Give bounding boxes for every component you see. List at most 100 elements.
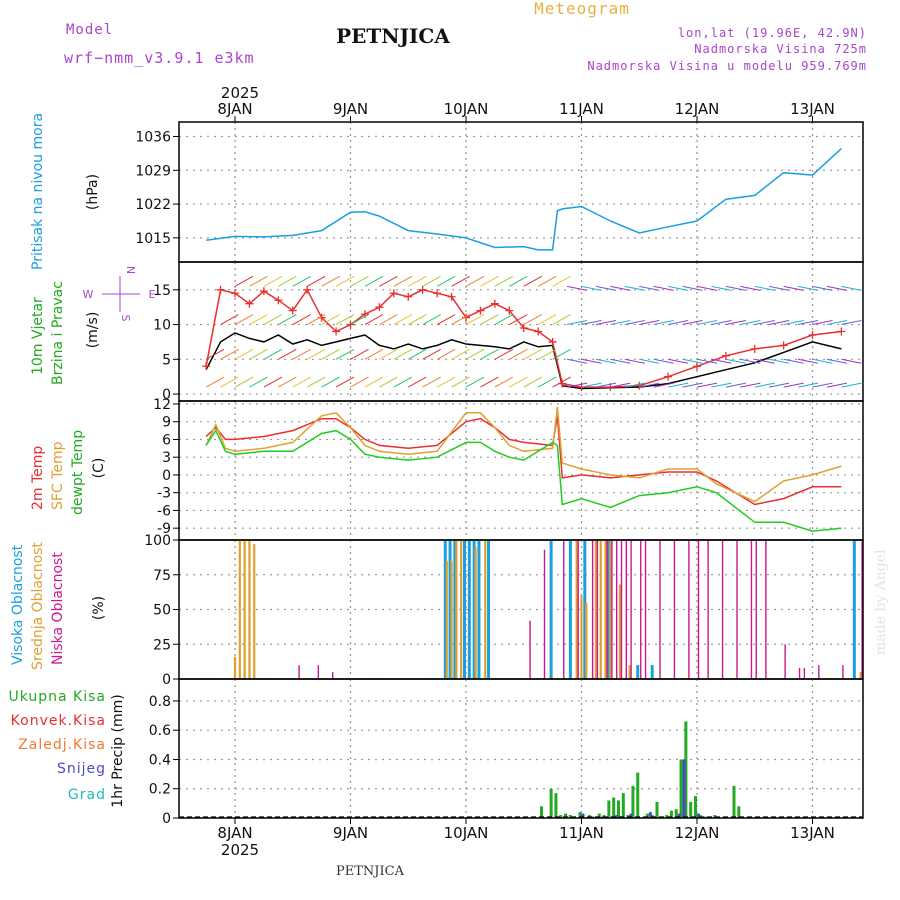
y-tick-label: 0.6 xyxy=(149,723,171,739)
temp-ylabel: (C) xyxy=(91,458,107,479)
station-title: PETNJICA xyxy=(336,24,450,48)
gust-marker xyxy=(375,303,384,312)
gust-marker xyxy=(808,330,817,339)
precip-bar xyxy=(607,800,611,818)
series-line-sfc-temp xyxy=(205,406,842,503)
cloud-bar xyxy=(697,540,700,679)
legend-snow: Snijeg xyxy=(57,761,106,777)
cloud-bar xyxy=(842,665,844,679)
gust-marker xyxy=(259,287,268,296)
cloud-bar xyxy=(467,540,471,679)
wind-legend-n: N xyxy=(124,266,137,274)
wind-barb xyxy=(509,348,528,360)
footer-station: PETNJICA xyxy=(336,864,405,879)
panel-4: 0 0.2 0.4 0.6 0.8 xyxy=(149,678,864,827)
y-tick-label: 3 xyxy=(162,450,171,466)
y-tick-label: 0.2 xyxy=(149,782,171,798)
day-label-bottom: 8JAN xyxy=(217,824,252,842)
precip-bar xyxy=(617,800,620,818)
cloud-bar xyxy=(755,540,757,679)
wind-barb xyxy=(451,348,470,360)
wind-barb xyxy=(379,314,398,325)
wind-barb xyxy=(335,376,355,388)
wind-barb xyxy=(509,376,528,388)
cloud-bar xyxy=(332,672,334,679)
wind-barb xyxy=(797,285,819,291)
wind-ylabel: (m/s) xyxy=(85,312,101,349)
wind-barb xyxy=(422,348,441,360)
cloud-bar xyxy=(585,602,588,679)
model-elevation-label: Nadmorska Visina u modelu 959.769m xyxy=(587,59,867,73)
gust-marker xyxy=(433,289,442,298)
wind-barb xyxy=(364,275,384,287)
wind-barb xyxy=(422,314,441,325)
cloud-bar xyxy=(463,540,466,679)
wind-barb xyxy=(696,320,718,326)
wind-legend-s: S xyxy=(119,315,132,322)
cloud-low-label: Niska Oblacnost xyxy=(50,552,66,665)
wind-barb xyxy=(523,348,542,360)
wind-barb xyxy=(422,275,441,287)
gust-marker xyxy=(635,381,644,390)
panel-3: 0 25 50 75 100 xyxy=(144,533,864,688)
wind-barb xyxy=(537,348,557,360)
cloud-bar xyxy=(659,540,661,679)
day-label-bottom: 9JAN xyxy=(333,824,368,842)
cloud-bar xyxy=(243,540,246,679)
cloud-bar xyxy=(852,540,856,679)
wind-barb xyxy=(494,275,514,287)
sfc-temp-label: SFC Temp xyxy=(50,441,66,510)
wind-title-1: 10m Vjetar xyxy=(30,297,46,375)
precip-bar xyxy=(665,815,669,818)
precip-bar xyxy=(677,813,681,818)
gust-marker xyxy=(693,362,701,371)
wind-barb xyxy=(436,376,456,388)
y-tick-label: 50 xyxy=(153,603,171,619)
y-tick-label: 1029 xyxy=(135,163,171,179)
wind-barb xyxy=(494,348,514,360)
precip-bar xyxy=(540,806,543,818)
wind-barb xyxy=(494,314,514,325)
cloud-bar xyxy=(784,644,786,679)
wind-barb xyxy=(826,320,848,326)
precip-bar xyxy=(636,772,640,818)
cloud-bar xyxy=(596,540,599,679)
gust-marker xyxy=(303,285,312,294)
legend-total-rain: Ukupna Kisa xyxy=(8,689,106,705)
wind-barb xyxy=(480,314,499,325)
wind-barb xyxy=(206,276,224,286)
cloud-bar xyxy=(563,540,565,679)
wind-barb xyxy=(812,382,833,388)
wind-barb xyxy=(379,275,398,287)
wind-barb xyxy=(249,376,268,388)
day-label-top: 11JAN xyxy=(559,100,604,118)
series-line-dewpt-temp xyxy=(205,429,842,532)
wind-barb xyxy=(812,358,833,364)
wind-barb xyxy=(234,314,254,325)
precip-bar xyxy=(674,809,678,818)
panel-frame xyxy=(178,678,864,819)
wind-barb xyxy=(639,285,660,291)
wind-barb xyxy=(610,285,631,291)
coords-label: lon,lat (19.96E, 42.9N) xyxy=(678,26,867,40)
cloud-bar xyxy=(644,540,647,679)
wind-barb xyxy=(797,358,819,364)
wind-barb xyxy=(581,358,602,364)
precip-bar xyxy=(568,815,572,818)
wind-barb xyxy=(221,276,239,286)
cloud-bar xyxy=(445,560,448,679)
dewpt-label: dewpt Temp xyxy=(70,430,86,515)
wind-barb xyxy=(668,320,689,326)
cloud-bar xyxy=(577,540,579,679)
cloud-bar xyxy=(543,549,546,679)
precip-bar xyxy=(684,721,688,818)
cloud-bar xyxy=(736,540,738,679)
wind-barb xyxy=(436,314,456,325)
cloud-bar xyxy=(317,665,320,679)
cloud-bar xyxy=(599,540,602,679)
cloud-bar xyxy=(630,540,632,679)
precip-bar xyxy=(549,788,553,818)
cloud-bar xyxy=(721,540,724,679)
wind-barb xyxy=(480,376,499,388)
cloud-bar xyxy=(640,540,642,679)
